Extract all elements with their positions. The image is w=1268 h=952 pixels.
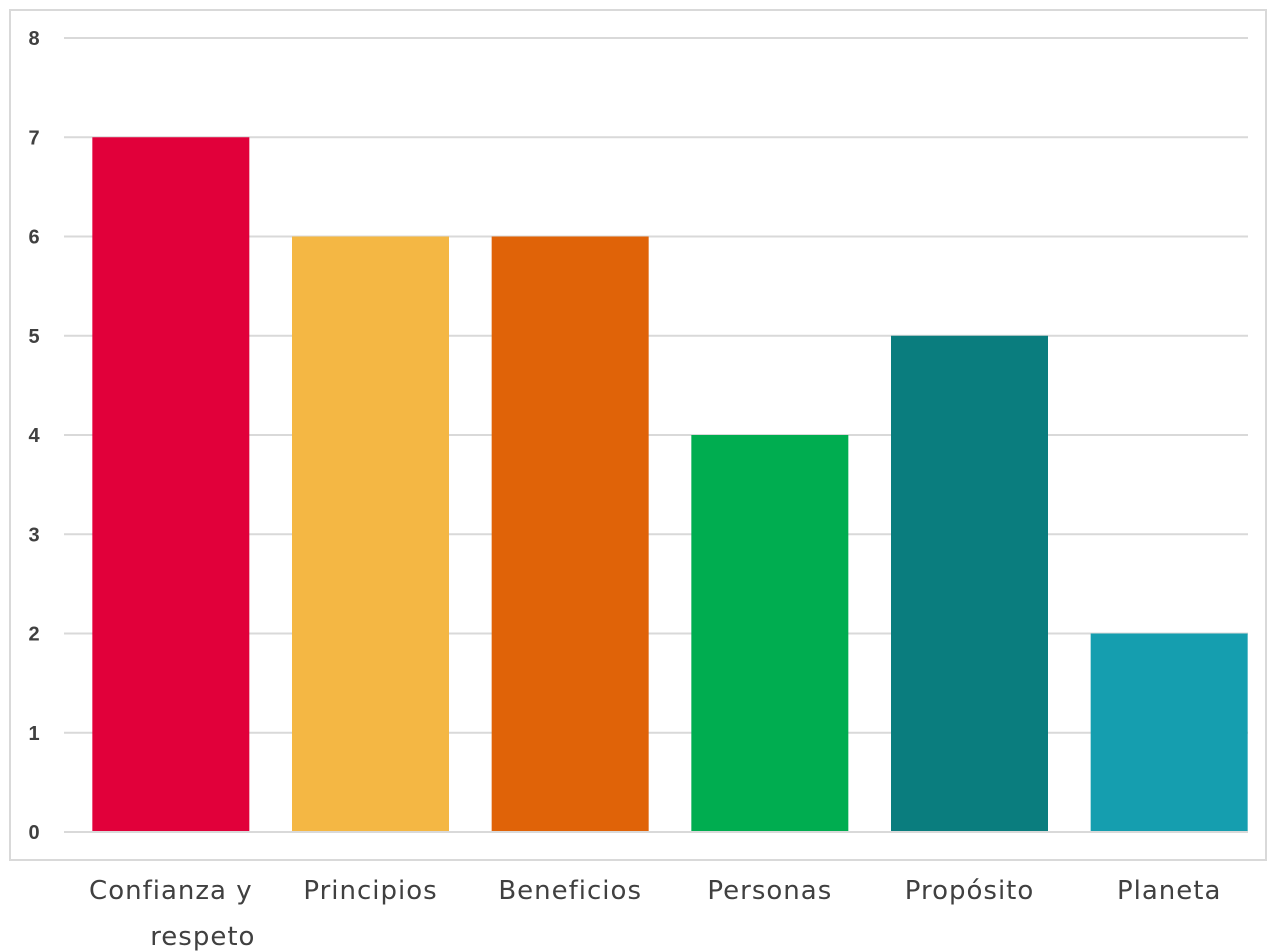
bar (691, 435, 849, 832)
x-tick-label: Personas (707, 876, 832, 906)
chart-border (9, 9, 1267, 861)
x-tick-label-line: Principios (303, 876, 437, 906)
bar (891, 335, 1048, 832)
bar (491, 236, 649, 832)
x-tick-label: Propósito (905, 876, 1035, 906)
x-tick-label: Planeta (1117, 876, 1221, 906)
x-tick-label-line: respeto (150, 922, 255, 952)
y-tick-label: 8 (28, 28, 39, 50)
y-tick-label: 3 (28, 524, 39, 546)
gridlines (64, 37, 1248, 734)
x-tick-label: Beneficios (498, 876, 642, 906)
y-tick-label: 7 (28, 127, 39, 149)
y-tick-label: 2 (28, 624, 39, 646)
y-tick-label: 1 (28, 723, 39, 745)
x-tick-label-line: Personas (707, 876, 832, 906)
x-tick-label: Principios (303, 876, 437, 906)
x-tick-label-line: Propósito (905, 876, 1035, 906)
y-axis-labels: 0 1 2 3 4 5 6 7 8 (28, 28, 40, 844)
x-axis-labels: Confianza y respeto Principios Beneficios Pe… (89, 876, 1221, 952)
y-tick-label: 6 (28, 227, 39, 249)
x-tick-label-line: Beneficios (498, 876, 642, 906)
bars (92, 137, 1248, 832)
bar (92, 137, 250, 832)
x-tick-label-line: Planeta (1117, 876, 1221, 906)
x-tick-label-line: Confianza y (89, 876, 253, 906)
y-tick-label: 0 (28, 822, 39, 844)
bar (1090, 633, 1248, 832)
x-tick-label: Confianza y respeto (89, 876, 255, 952)
y-tick-label: 5 (28, 326, 39, 348)
bar (292, 236, 449, 832)
y-tick-label: 4 (28, 425, 40, 447)
